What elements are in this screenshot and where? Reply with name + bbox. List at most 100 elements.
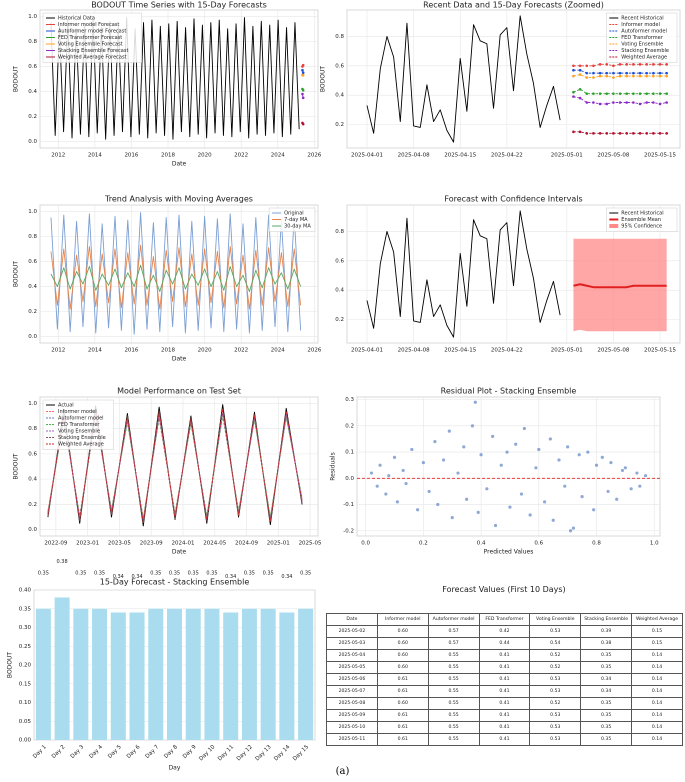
x-tick-label: 0.6 [534,541,543,547]
series-marker [645,101,648,104]
series-marker [592,71,595,75]
x-tick-label: 2025-04-08 [398,153,430,159]
y-axis-label: BODOUT [13,453,20,479]
series-marker [592,101,595,104]
scatter-point [493,523,498,528]
x-tick-label: 2023-09 [140,541,163,547]
series-marker [665,74,668,78]
scatter-point [638,484,642,488]
y-tick-label: 0.15 [19,681,32,687]
legend-label: Weighted Average [58,442,104,448]
legend-label: FED Transformer Forecast [58,35,122,41]
table-cell: 0.53 [529,721,582,734]
table-cell: 0.52 [529,649,582,662]
series-marker [301,122,305,126]
table-cell: 0.15 [631,637,683,650]
table-cell: 0.41 [478,709,531,722]
x-axis-label: Date [172,549,187,556]
table-cell: 0.41 [478,685,531,698]
chart-title: Residual Plot - Stacking Ensemble [441,387,577,396]
legend-box [606,207,678,232]
scatter-point [514,442,518,446]
bar [279,612,295,740]
x-tick-label: 2025-05-08 [597,348,629,354]
scatter-point [387,474,391,478]
y-tick-label: 0.1 [345,450,354,456]
table-cell: 2025-05-11 [326,733,378,746]
series-marker [301,68,304,72]
table-cell: 0.35 [580,649,633,662]
legend-label: Recent Historical [621,16,663,22]
scatter-point [416,508,420,512]
series-marker [652,92,655,95]
x-tick-label: Day 6 [126,744,142,760]
series-marker [585,71,589,75]
series-marker [605,92,609,95]
bar [73,608,89,740]
x-tick-label: 2018 [161,153,175,159]
legend-label: Autoformer model [621,29,667,35]
y-tick-label: 0.20 [19,663,32,669]
series-marker [585,101,589,104]
scatter-point [491,434,495,438]
scatter-point [505,450,509,454]
series-line [573,69,667,74]
y-tick-label: 0.05 [19,719,32,725]
scatter-point [623,466,627,470]
y-tick-label: 0.3 [345,397,354,403]
series-marker [632,101,635,104]
y-tick-label: 0.4 [28,89,37,95]
table-cell: 0.52 [529,697,582,710]
series-marker [632,132,635,135]
series-marker [612,71,615,75]
series-marker [632,71,635,75]
bar-value-label: 0.35 [150,570,161,576]
scatter-point [447,429,451,433]
y-tick-label: 0.8 [335,34,344,40]
table-row: 2025-05-07 0.61 0.55 0.41 0.53 0.34 0.14 [326,685,683,698]
y-tick-label: 0.10 [19,700,32,706]
x-tick-label: Day 8 [163,744,179,760]
scatter-point [476,510,480,514]
table-cell: 0.53 [529,709,582,722]
y-tick-label: 0.2 [335,317,344,323]
table-cell: 0.55 [427,721,480,734]
x-tick-label: 2025-01 [267,541,290,547]
series-marker [572,130,575,134]
chart-panel: 15-Day Forecast - Stacking Ensemble 0.00 0… [7,559,316,772]
series-marker [578,68,582,72]
y-tick-label: 0.8 [28,426,37,432]
series-marker [638,92,642,95]
scatter-point [537,447,541,452]
scatter-point [450,516,454,520]
x-axis-label: Date [172,356,187,363]
series-marker [592,76,595,79]
confidence-band [573,238,667,332]
series-marker [585,64,589,68]
x-tick-label: 2022 [234,153,248,159]
series-marker [638,74,642,78]
x-tick-label: 2016 [124,153,138,159]
series-marker [598,71,602,75]
series-marker [658,92,662,95]
table-cell: 2025-05-04 [326,649,378,662]
series-marker [652,71,655,75]
x-tick-label: Day 2 [51,744,67,760]
series-marker [598,74,602,78]
y-tick-label: 0.40 [19,588,32,594]
table-row: 2025-05-08 0.60 0.55 0.41 0.52 0.35 0.14 [326,697,683,710]
forecast-table: Date Informer model Autoformer model FED Tr… [326,613,683,746]
series-marker [301,73,305,77]
scatter-point [473,400,477,404]
legend-label: Weighted Average Forecast [58,55,127,61]
series-marker [605,132,609,135]
bar-value-label: 0.35 [244,570,255,576]
y-tick-label: 0.30 [19,625,32,631]
y-tick-label: 0.2 [28,114,37,120]
chart-title: Recent Data and 15-Day Forecasts (Zoomed… [423,1,604,10]
y-tick-label: 0.0 [28,139,37,145]
y-axis-label: BODOUT [320,66,327,92]
series-marker [598,102,602,106]
scatter-point [522,426,526,431]
